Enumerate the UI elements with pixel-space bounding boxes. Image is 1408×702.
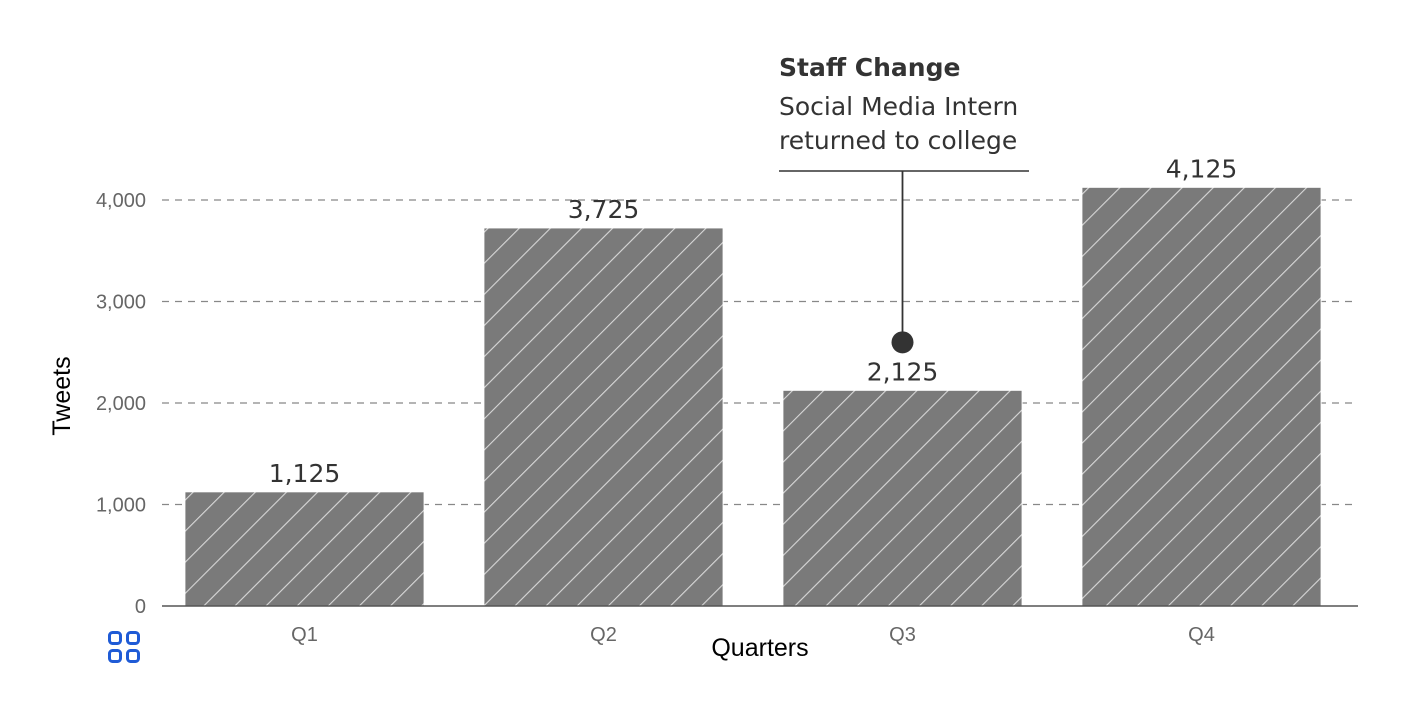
bars: [184, 186, 1322, 607]
annotation-title: Staff Change: [779, 53, 960, 82]
x-tick-label: Q1: [291, 624, 318, 646]
data-label: 2,125: [867, 357, 939, 386]
y-tick-label: 0: [135, 596, 146, 618]
y-tick-label: 3,000: [96, 292, 146, 314]
x-tick-label: Q3: [889, 624, 916, 646]
x-axis-title: Quarters: [711, 634, 808, 662]
annotation-line-1: Social Media Intern: [779, 92, 1018, 121]
y-axis-title: Tweets: [48, 356, 76, 435]
bar-q1: [184, 491, 425, 607]
annotation-marker: [891, 331, 914, 354]
bar-q2: [483, 227, 724, 607]
data-labels: 1,125 Q1 3,725 Q2 2,125 Q3 4,125 Q4: [269, 154, 1238, 646]
bar-q3: [782, 389, 1023, 607]
data-label: 3,725: [568, 195, 640, 224]
axes: Quarters Tweets: [48, 356, 1358, 662]
annotation-line-2: returned to college: [779, 126, 1017, 155]
annotation: Staff Change Social Media Intern returne…: [779, 53, 1029, 354]
y-tick-label: 4,000: [96, 190, 146, 212]
y-tick-label: 1,000: [96, 495, 146, 517]
x-tick-label: Q4: [1188, 624, 1215, 646]
y-tick-label: 2,000: [96, 393, 146, 415]
x-tick-label: Q2: [590, 624, 617, 646]
grid-four-squares-icon[interactable]: [108, 631, 140, 663]
data-label: 4,125: [1166, 154, 1238, 183]
bar-q4: [1081, 186, 1322, 607]
data-label: 1,125: [269, 459, 341, 488]
